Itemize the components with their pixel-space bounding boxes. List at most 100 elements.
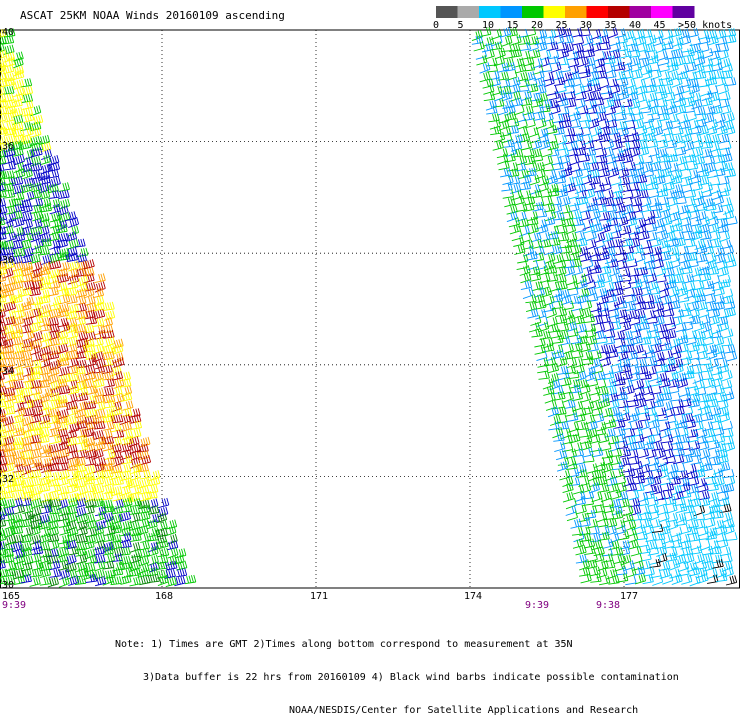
wind-barb xyxy=(571,526,584,536)
wind-barb xyxy=(641,154,653,164)
wind-barb xyxy=(679,524,692,535)
wind-barb xyxy=(598,250,610,261)
wind-barb xyxy=(0,322,7,333)
wind-barb xyxy=(12,469,25,480)
wind-barb xyxy=(717,266,729,277)
wind-barb xyxy=(110,524,122,534)
wind-barb xyxy=(48,176,61,188)
wind-barb xyxy=(590,574,602,583)
wind-barb xyxy=(671,41,683,52)
wind-barb xyxy=(584,56,596,68)
wind-barb xyxy=(721,370,733,382)
wind-barb xyxy=(648,329,660,339)
wind-barb xyxy=(621,237,634,247)
wind-barb xyxy=(92,476,105,486)
wind-barb xyxy=(600,273,613,284)
wind-barb xyxy=(686,161,699,171)
wind-barb xyxy=(723,483,735,494)
wind-barb xyxy=(651,125,664,137)
wind-barb xyxy=(625,309,638,320)
wind-barb xyxy=(557,365,569,375)
wind-barb xyxy=(536,41,548,53)
wind-barb xyxy=(47,373,59,385)
wind-barb xyxy=(610,222,622,234)
wind-barb xyxy=(613,330,626,341)
east-swath xyxy=(471,26,738,587)
wind-barb xyxy=(74,492,88,502)
wind-barb xyxy=(703,113,715,124)
wind-barb xyxy=(552,300,564,310)
wind-barb xyxy=(77,392,89,402)
wind-barb xyxy=(566,460,578,471)
wind-barb xyxy=(605,112,617,123)
wind-barb xyxy=(550,61,562,74)
wind-barb xyxy=(12,147,24,157)
wind-barb xyxy=(167,540,179,551)
wind-barb xyxy=(568,468,580,478)
wind-barb xyxy=(591,131,603,142)
wind-barb xyxy=(30,469,42,479)
wind-barb xyxy=(513,104,525,116)
wind-barb xyxy=(698,176,710,186)
wind-barb xyxy=(589,433,601,445)
wind-barb xyxy=(3,429,15,440)
wind-barb xyxy=(708,315,720,326)
wind-barb xyxy=(30,534,42,545)
wind-barb xyxy=(12,449,25,461)
wind-barb xyxy=(483,91,496,102)
wind-barb xyxy=(555,265,567,277)
wind-barb xyxy=(22,358,34,369)
wind-barb xyxy=(73,470,86,482)
wind-barb xyxy=(593,546,605,557)
wind-barb xyxy=(596,476,608,486)
wind-barb xyxy=(120,391,133,402)
wind-barb xyxy=(499,27,512,38)
wind-barb xyxy=(691,181,703,192)
wind-barb xyxy=(581,351,594,361)
wind-barb xyxy=(84,408,97,418)
wind-barb xyxy=(662,41,674,50)
wind-barb xyxy=(39,357,51,369)
wind-barb xyxy=(121,429,134,441)
wind-barb xyxy=(589,392,601,404)
wind-barb xyxy=(721,420,733,431)
wind-barb xyxy=(3,189,16,199)
wind-barb xyxy=(610,281,623,292)
wind-barb xyxy=(625,519,637,531)
wind-barb xyxy=(514,244,526,255)
wind-barb xyxy=(112,393,125,404)
wind-barb xyxy=(572,400,584,412)
wind-barb xyxy=(524,71,536,82)
colorbar-segment xyxy=(479,6,501,18)
wind-barb xyxy=(552,34,565,45)
wind-barb xyxy=(670,27,682,38)
wind-barb xyxy=(644,210,656,222)
wind-barb xyxy=(703,155,715,166)
wind-barb xyxy=(83,400,97,410)
wind-barb xyxy=(66,497,78,508)
wind-barb xyxy=(103,329,115,339)
wind-barb xyxy=(146,484,159,494)
wind-barb xyxy=(554,391,566,401)
wind-barb xyxy=(572,132,584,143)
wind-barb xyxy=(517,83,530,93)
wind-barb xyxy=(671,174,683,185)
wind-barb xyxy=(618,405,630,417)
wind-barb xyxy=(607,126,619,136)
colorbar-segment xyxy=(436,6,458,18)
wind-barb xyxy=(11,513,23,524)
wind-barb xyxy=(609,407,621,417)
wind-barb xyxy=(581,82,593,94)
wind-barb xyxy=(671,526,683,538)
wind-barb xyxy=(628,497,641,508)
wind-barb xyxy=(547,140,559,151)
wind-barb xyxy=(22,316,34,327)
wind-barb xyxy=(622,189,634,200)
wind-barb xyxy=(84,498,97,509)
wind-barb xyxy=(12,274,24,285)
wind-barb xyxy=(662,29,674,41)
wind-barb xyxy=(531,139,543,151)
wind-barb xyxy=(680,34,692,46)
wind-barb xyxy=(22,112,35,123)
wind-barb xyxy=(39,261,51,273)
